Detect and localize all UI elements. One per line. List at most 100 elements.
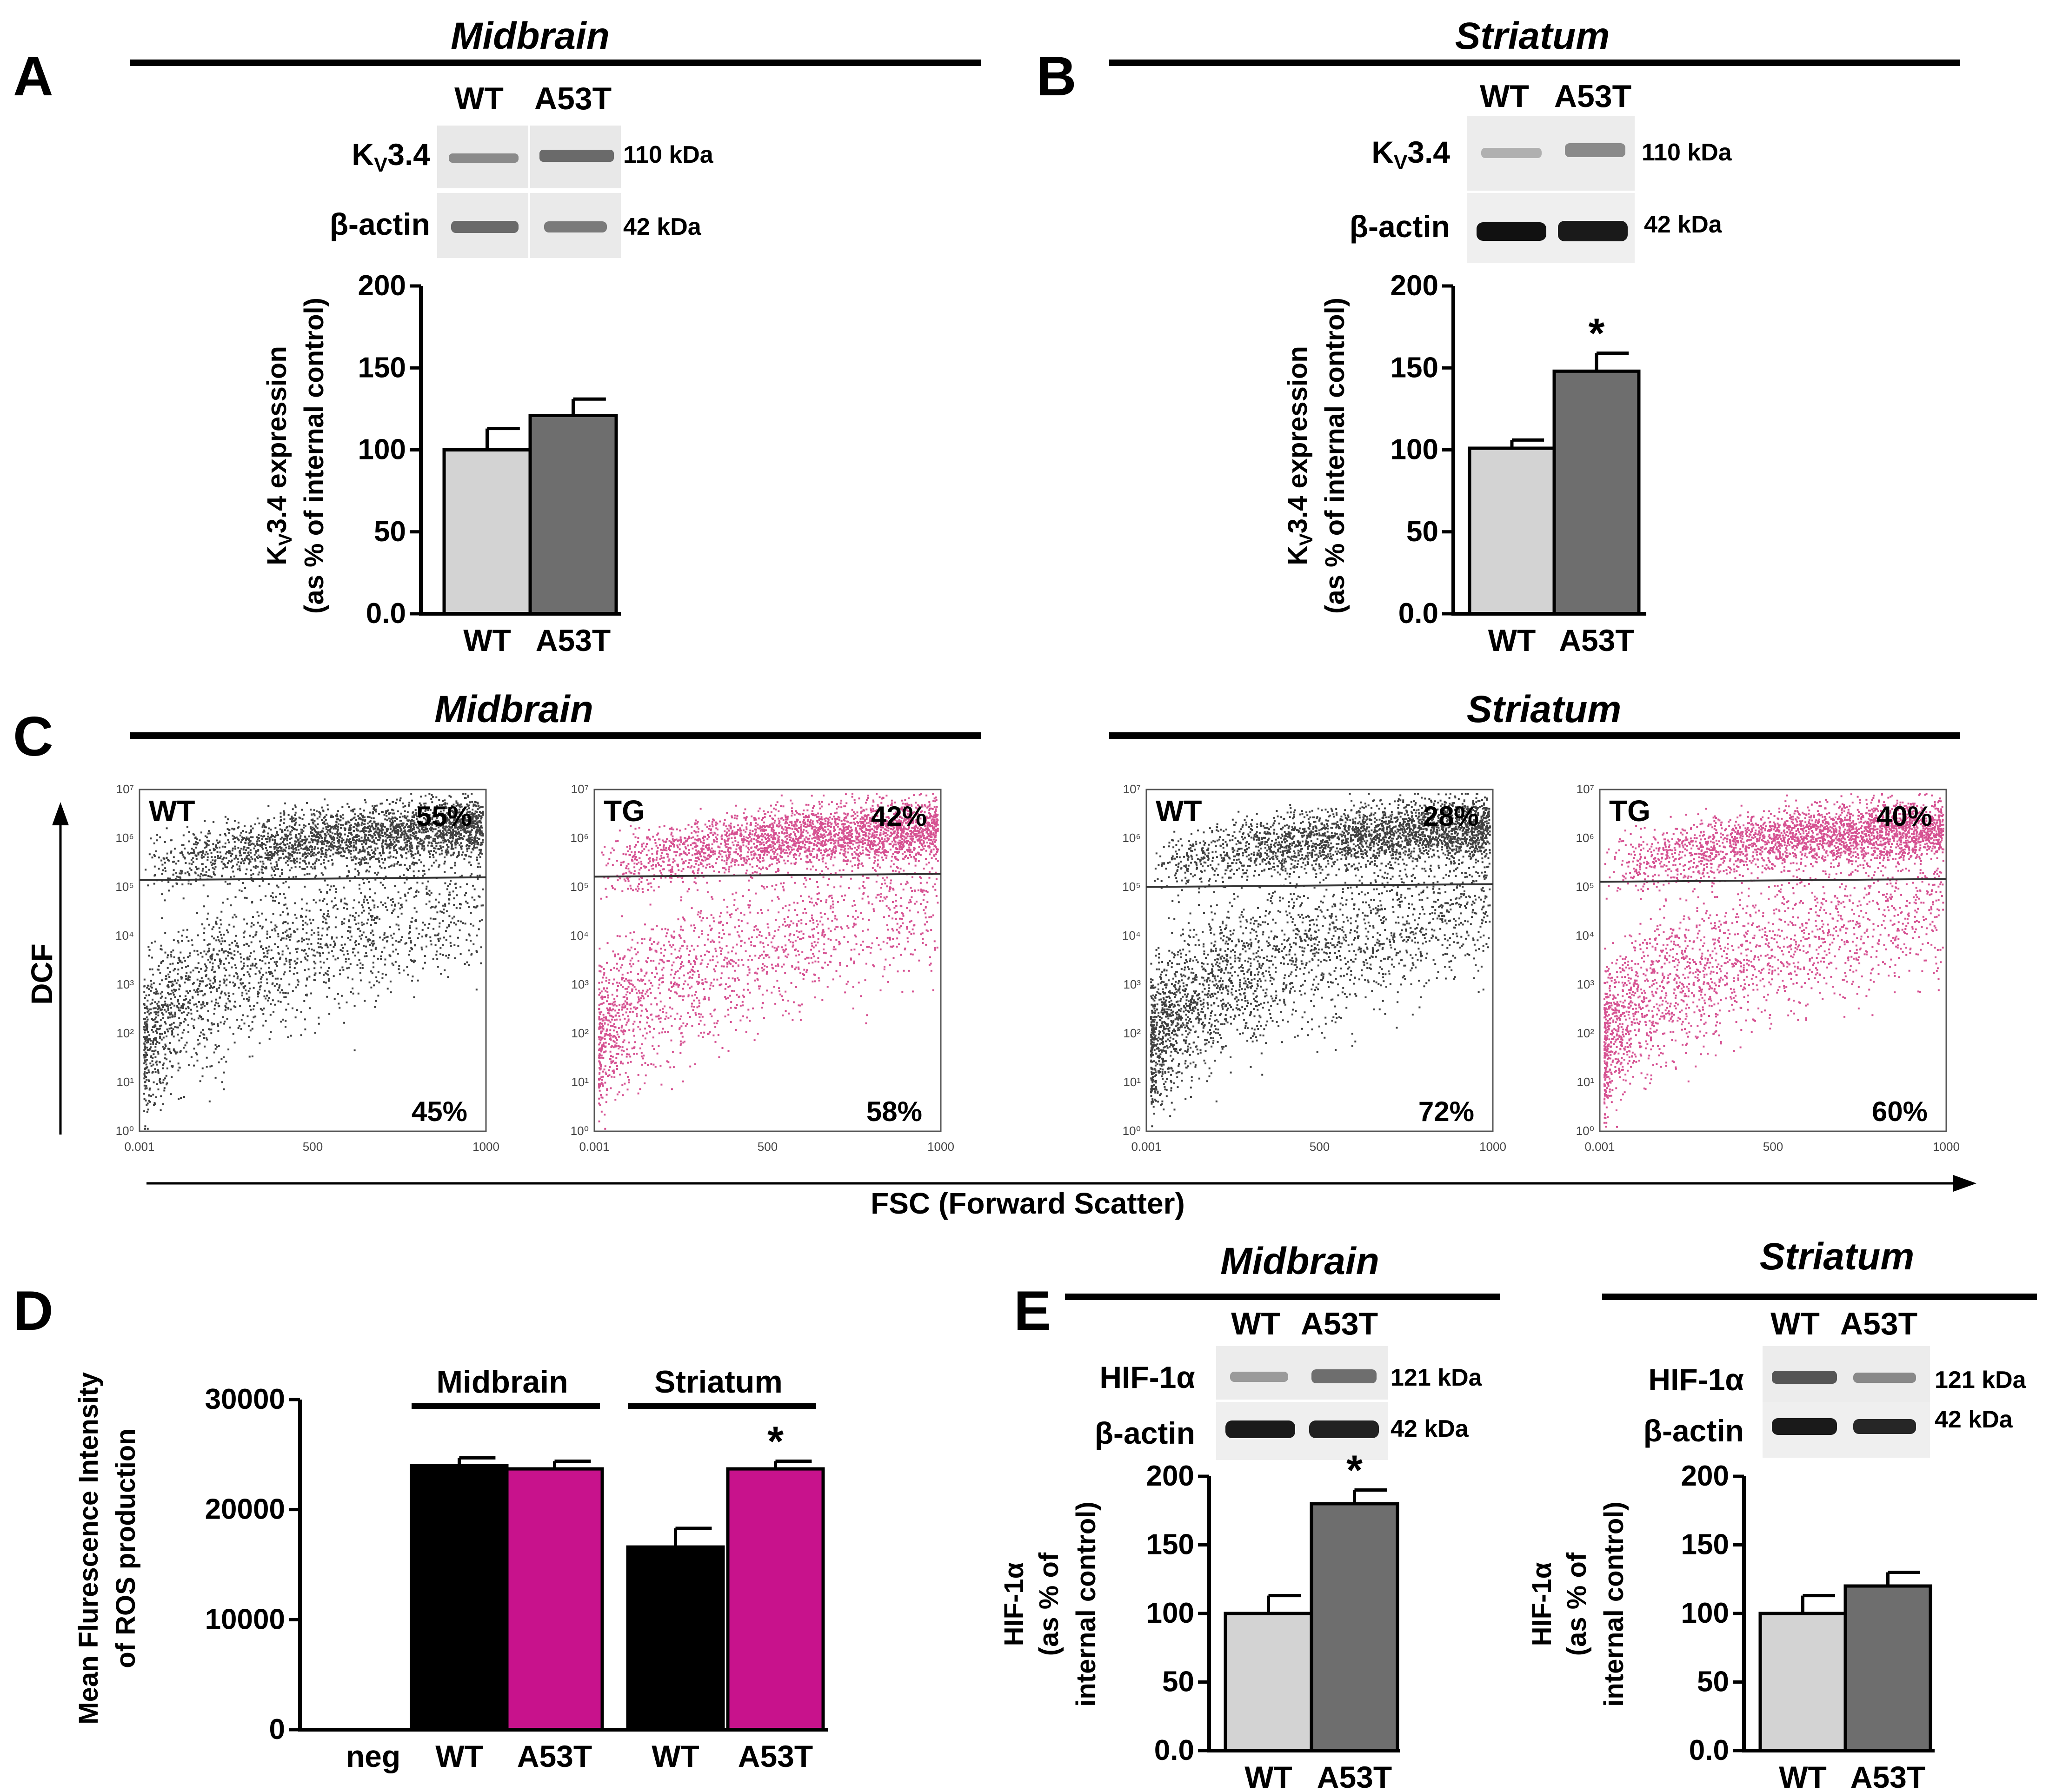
flow-top-percent: 55% — [416, 801, 472, 832]
flow-scatter-dots — [1604, 793, 1944, 1128]
band-e-str-hif-wt — [1772, 1371, 1837, 1384]
flow-plot-name: TG — [604, 794, 645, 828]
flow-xtick-label: 500 — [1763, 1140, 1783, 1154]
flow-xtick-label: 1000 — [1479, 1140, 1506, 1154]
band-b-actin-a53t — [1558, 221, 1628, 241]
flow-ytick-label: 10³ — [1577, 977, 1594, 991]
B-ytick-label: 50 — [1406, 516, 1438, 548]
blot-label-e-str-hif: HIF-1α — [1648, 1362, 1744, 1397]
ylabel-a-line2: (as % of internal control) — [299, 298, 329, 614]
flow-ytick-label: 10⁴ — [1122, 929, 1141, 942]
ylabel-e-str-line3: internal control) — [1599, 1501, 1629, 1706]
D-category-0: neg — [346, 1739, 400, 1773]
E-midbrain-ytick-label: 200 — [1146, 1460, 1194, 1492]
flow-gate-line — [1146, 883, 1493, 888]
band-e-mid-actin-a53t — [1309, 1420, 1379, 1438]
lane-label-e-str-a53t: A53T — [1840, 1306, 1917, 1341]
lane-label-b-a53t: A53T — [1554, 79, 1631, 114]
flow-ytick-label: 10⁰ — [1123, 1124, 1141, 1138]
flow-ytick-label: 10⁷ — [116, 782, 134, 796]
E-midbrain-category-0: WT — [1244, 1760, 1292, 1792]
panel-letter-c: C — [13, 705, 53, 768]
E-striatum-bar-0 — [1758, 1612, 1847, 1752]
flow-plot-name: WT — [149, 794, 195, 828]
band-a-actin-wt — [451, 221, 519, 233]
flow-xtick-label: 0.001 — [579, 1140, 609, 1154]
flow-ytick-label: 10⁴ — [115, 929, 134, 942]
D-category-1: WT — [435, 1739, 483, 1773]
flow-plot-2: 10⁷ 10⁶ 10⁵ 10⁴ 10³ 10² 10¹ 10⁰ 0.001 500 1000 TG 42… — [570, 782, 954, 1154]
B-bar-1 — [1552, 369, 1641, 616]
flow-plot-1: 10⁷ 10⁶ 10⁵ 10⁴ 10³ 10² 10¹ 10⁰ 0.001 500 1000 WT 55… — [115, 782, 499, 1154]
flow-plot-name: WT — [1156, 794, 1202, 828]
region-title-e-striatum: Striatum — [1760, 1235, 1915, 1278]
band-e-str-actin-a53t — [1853, 1419, 1916, 1434]
blot-label-e-mid-hif: HIF-1α — [1099, 1360, 1195, 1394]
D-bar-1 — [410, 1464, 509, 1732]
A-category-0: WT — [463, 623, 511, 657]
lane-label-a-wt: WT — [454, 81, 504, 116]
flow-bottom-percent: 60% — [1872, 1096, 1928, 1127]
E-striatum-category-1: A53T — [1850, 1760, 1925, 1792]
flow-ytick-label: 10⁷ — [1123, 782, 1141, 796]
blot-label-e-str-actin: β-actin — [1643, 1414, 1744, 1448]
bar-chart-b: 0.0 50 100 150 200 WT * A53T — [1391, 270, 1646, 657]
B-ytick-label: 150 — [1391, 352, 1438, 384]
E-midbrain-ytick-label: 0.0 — [1154, 1734, 1194, 1766]
flow-xtick-label: 1000 — [927, 1140, 954, 1154]
bar-chart-d: 0 10000 20000 30000 neg WT A53T WT * A53T — [205, 1383, 828, 1773]
panel-d: D 0 10000 20000 30000 neg WT A53T WT * A53T Midbr… — [13, 1280, 828, 1773]
flow-ytick-label: 10³ — [116, 977, 134, 991]
blot-label-b-kv34: KV3.4 — [1371, 135, 1450, 174]
flow-scatter-dots — [143, 793, 484, 1130]
flow-xtick-label: 1000 — [1933, 1140, 1960, 1154]
flow-ytick-label: 10⁰ — [1576, 1124, 1594, 1138]
band-b-actin-wt — [1477, 222, 1546, 241]
ylabel-e-str-line1: HIF-1α — [1527, 1562, 1557, 1646]
band-a-kv34-wt — [449, 153, 519, 163]
lane-label-e-mid-wt: WT — [1231, 1306, 1280, 1341]
band-e-mid-hif-wt — [1230, 1372, 1288, 1382]
B-ytick-label: 100 — [1391, 434, 1438, 466]
E-striatum-ytick-label: 50 — [1697, 1666, 1729, 1698]
flow-bottom-percent: 72% — [1418, 1096, 1474, 1127]
lane-label-e-mid-a53t: A53T — [1301, 1306, 1378, 1341]
E-midbrain-ytick-label: 100 — [1146, 1597, 1194, 1629]
D-bar-2 — [505, 1467, 604, 1732]
D-significance-4: * — [767, 1419, 784, 1465]
kda-b-kv34: 110 kDa — [1642, 139, 1732, 166]
flow-scatter-dots — [598, 793, 939, 1130]
flow-ytick-label: 10¹ — [1577, 1075, 1594, 1089]
band-e-mid-hif-a53t — [1311, 1369, 1377, 1383]
flow-ytick-label: 10⁰ — [571, 1124, 589, 1138]
ylabel-d-line1: Mean Flurescence Intensity — [73, 1372, 104, 1724]
panel-letter-b: B — [1036, 45, 1077, 107]
E-midbrain-significance-1: * — [1346, 1447, 1363, 1494]
flow-bottom-percent: 45% — [412, 1096, 467, 1127]
region-underline-a — [130, 60, 981, 66]
flow-bottom-percent: 58% — [866, 1096, 922, 1127]
A-ytick-label: 200 — [358, 270, 406, 302]
flow-ytick-label: 10¹ — [116, 1075, 134, 1089]
flow-plot-name: TG — [1609, 794, 1650, 828]
flow-gate-line — [1599, 878, 1947, 883]
bar-chart-e-striatum: 0.0 50 100 150 200 WT A53T — [1681, 1460, 1935, 1792]
lane-label-b-wt: WT — [1480, 79, 1529, 114]
flow-ytick-label: 10⁵ — [1122, 880, 1141, 894]
band-e-mid-actin-wt — [1225, 1420, 1295, 1438]
A-bar-0 — [442, 448, 532, 616]
flow-ytick-label: 10⁵ — [1576, 880, 1594, 894]
E-striatum-ytick-label: 150 — [1681, 1529, 1729, 1561]
fsc-axis-arrowhead — [1953, 1175, 1976, 1192]
panel-letter-a: A — [13, 45, 53, 107]
region-title-e-midbrain: Midbrain — [1220, 1240, 1379, 1282]
flow-ytick-label: 10⁵ — [115, 880, 134, 894]
region-underline-b — [1109, 60, 1960, 66]
region-underline-c-midbrain — [130, 732, 981, 739]
ylabel-b-line1: KV3.4 expression — [1283, 346, 1317, 565]
kda-e-str-hif: 121 kDa — [1935, 1367, 2027, 1394]
flow-xtick-label: 0.001 — [124, 1140, 154, 1154]
dcf-axis-arrowhead — [52, 802, 69, 825]
D-ytick-label: 30000 — [205, 1383, 285, 1415]
ylabel-b-line2: (as % of internal control) — [1320, 298, 1350, 614]
